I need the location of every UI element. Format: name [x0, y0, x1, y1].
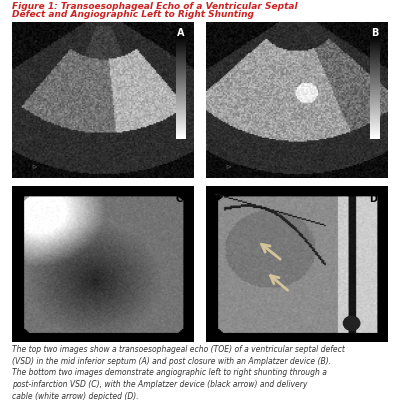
- Text: A: A: [178, 28, 185, 38]
- Text: C: C: [176, 194, 183, 204]
- Circle shape: [344, 316, 360, 330]
- Text: ⊳: ⊳: [31, 164, 37, 170]
- Text: Defect and Angiographic Left to Right Shunting: Defect and Angiographic Left to Right Sh…: [12, 10, 254, 19]
- Text: D: D: [369, 194, 377, 204]
- Text: B: B: [372, 28, 379, 38]
- Text: ⊳: ⊳: [225, 164, 231, 170]
- Text: Figure 1: Transoesophageal Echo of a Ventricular Septal: Figure 1: Transoesophageal Echo of a Ven…: [12, 2, 298, 11]
- Text: The top two images show a transoesophageal echo (TOE) of a ventricular septal de: The top two images show a transoesophage…: [12, 345, 345, 400]
